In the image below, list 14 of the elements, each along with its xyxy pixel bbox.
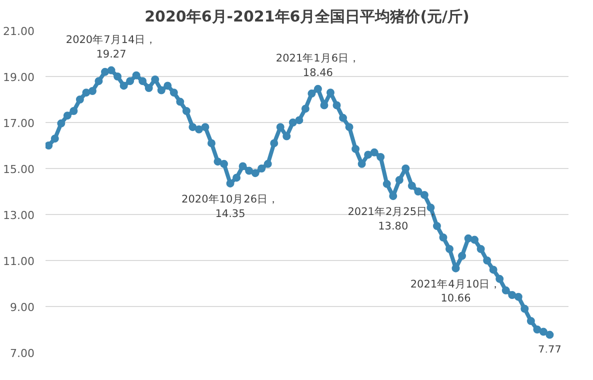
chart-title: 2020年6月-2021年6月全国日平均猪价(元/斤)	[144, 8, 470, 26]
y-tick-label: 7.00	[10, 347, 35, 360]
y-tick-label: 17.00	[3, 117, 35, 130]
y-tick-label: 21.00	[3, 25, 35, 38]
annotation: 2021年1月6日， 18.46	[276, 52, 360, 79]
annotation: 2021年2月25日， 13.80	[348, 206, 439, 232]
annotation: 2021年4月10日， 10.66	[410, 278, 502, 305]
annotation: 2020年7月14日， 19.27	[66, 34, 157, 60]
y-tick-label: 11.00	[3, 255, 35, 268]
y-tick-label: 19.00	[3, 71, 35, 84]
annotation: 2020年10月26日， 14.35	[182, 193, 280, 220]
y-tick-label: 15.00	[3, 163, 35, 176]
y-tick-label: 13.00	[3, 209, 35, 222]
y-tick-label: 9.00	[10, 301, 35, 314]
